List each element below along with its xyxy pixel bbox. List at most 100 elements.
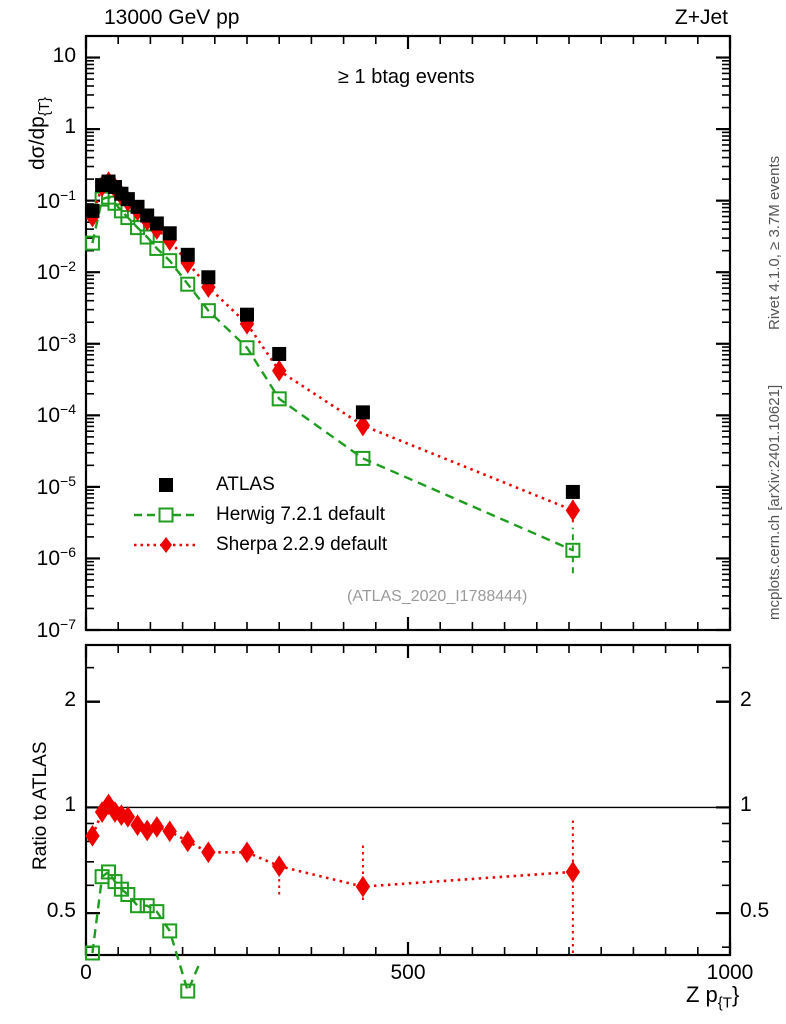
legend-item[interactable]: ATLAS [130, 470, 387, 500]
legend: ATLAS Herwig 7.2.1 default Sherpa 2.2.9 de… [130, 470, 387, 560]
xtick-label: 1000 [706, 961, 754, 984]
main-ytick-exponent: −4 [60, 401, 76, 418]
main-ytick-label: 10−1 [0, 187, 76, 214]
xaxis-label-main: Z p [686, 982, 718, 1007]
sherpa-main-marker [565, 499, 581, 522]
sherpa-ratio-marker [162, 820, 177, 843]
atlas-main-marker [240, 307, 254, 322]
main-ytick-label: 10−6 [0, 544, 76, 571]
herwig-main-marker [355, 450, 371, 466]
atlas-main-marker [180, 247, 195, 262]
atlas-main-marker [272, 346, 287, 361]
sherpa-ratio-marker [565, 861, 581, 883]
atlas-main-marker [201, 270, 216, 285]
main-ytick-mantissa: 10 [36, 619, 61, 642]
herwig-main-marker [239, 340, 255, 356]
ratio-ytick-label-left: 1 [64, 793, 76, 817]
main-panel [84, 34, 732, 632]
ratio-ytick-label-left: 0.5 [46, 899, 76, 923]
herwig-ratio-marker [180, 983, 196, 999]
main-ytick-label: 1 [0, 115, 76, 139]
sherpa-ratio-marker [101, 793, 116, 816]
ratio-ytick-label-right: 0.5 [740, 899, 770, 923]
herwig-main-marker [271, 391, 287, 407]
herwig-main-marker [180, 276, 196, 292]
sherpa-main-marker [272, 359, 287, 382]
legend-symbol [158, 507, 174, 523]
header-left-label: 13000 GeV pp [104, 6, 240, 29]
herwig-ratio-marker [130, 898, 146, 914]
legend-marker-square-filled [159, 478, 173, 492]
main-ytick-exponent: −3 [60, 329, 76, 346]
main-ytick-mantissa: 10 [52, 43, 76, 67]
atlas-main-marker [162, 226, 177, 241]
main-ytick-exponent: −6 [60, 544, 76, 561]
btag-annotation: ≥ 1 btag events [338, 66, 475, 88]
ratio-panel [84, 643, 732, 999]
main-ytick-mantissa: 10 [36, 404, 61, 428]
legend-marker-diamond-filled [134, 537, 198, 553]
sherpa-ratio-marker [201, 841, 216, 864]
main-ytick-exponent: −5 [60, 472, 76, 489]
ratio-ytick-label-left: 2 [64, 687, 76, 711]
main-ytick-label: 10−4 [0, 401, 76, 428]
atlas-main-marker [565, 484, 580, 499]
main-ytick-mantissa: 10 [36, 261, 61, 285]
main-ytick-mantissa: 10 [36, 475, 61, 499]
legend-label: Sherpa 2.2.9 default [216, 534, 388, 555]
sherpa-ratio-marker [180, 830, 195, 853]
sherpa-ratio-marker [139, 819, 155, 842]
main-ytick-label: 10−2 [0, 258, 76, 285]
mcplots-source-label: mcplots.cern.ch [arXiv:2401.10621] [766, 384, 783, 620]
main-ytick-mantissa: 10 [36, 547, 61, 571]
main-ytick-mantissa: 1 [64, 115, 76, 139]
main-ytick-exponent: −1 [60, 186, 76, 203]
sherpa-ratio-marker [239, 841, 255, 864]
sherpa-ratio-marker [149, 816, 165, 838]
herwig-ratio-marker [84, 945, 100, 961]
ratio-ytick-label-right: 2 [740, 687, 752, 711]
ratio-ytick-label-right: 1 [740, 793, 752, 817]
xtick-label: 500 [390, 961, 426, 984]
herwig-ratio-marker [149, 904, 165, 920]
xaxis-label-close: } [731, 982, 740, 1007]
sherpa-ratio-marker [272, 855, 287, 878]
xaxis-label-sub: {T [717, 994, 732, 1012]
main-ytick-label: 10−5 [0, 473, 76, 500]
legend-item[interactable]: Herwig 7.2.1 default [130, 500, 387, 530]
main-ytick-label: 10 [0, 44, 76, 68]
main-ytick-label: 10−7 [0, 616, 76, 643]
herwig-main-marker [84, 235, 100, 251]
legend-label: Herwig 7.2.1 default [216, 504, 385, 525]
legend-symbol [159, 478, 173, 492]
main-ytick-label: 10−3 [0, 330, 76, 357]
main-ytick-mantissa: 10 [36, 332, 61, 356]
xaxis-label: Z p{T} [686, 982, 739, 1011]
sherpa-ratio-marker [85, 825, 100, 847]
sherpa-main-marker [239, 313, 255, 335]
sherpa-ratio-line [91, 802, 573, 888]
main-ytick-exponent: −7 [60, 616, 76, 632]
legend-marker-square-open [134, 507, 198, 523]
main-ytick-mantissa: 10 [36, 189, 61, 213]
ratio-plot-frame [84, 643, 732, 957]
xtick-label: 0 [80, 961, 92, 984]
herwig-ratio-marker [162, 923, 178, 939]
legend-item[interactable]: Sherpa 2.2.9 default [130, 530, 387, 560]
rivet-version-label: Rivet 4.1.0, ≥ 3.7M events [766, 155, 783, 330]
herwig-main-marker [200, 303, 216, 319]
main-ytick-exponent: −2 [60, 258, 76, 275]
legend-symbol [160, 537, 172, 553]
atlas-main-marker [149, 216, 164, 231]
sherpa-ratio-marker [120, 806, 136, 828]
herwig-ratio-marker [120, 886, 136, 902]
header-right-label: Z+Jet [674, 6, 728, 29]
herwig-main-marker [149, 240, 165, 256]
sherpa-ratio-marker [114, 804, 129, 827]
legend-label: ATLAS [216, 474, 275, 495]
herwig-main-marker [162, 253, 178, 269]
analysis-watermark: (ATLAS_2020_I1788444) [347, 588, 528, 605]
herwig-main-line [91, 195, 574, 552]
